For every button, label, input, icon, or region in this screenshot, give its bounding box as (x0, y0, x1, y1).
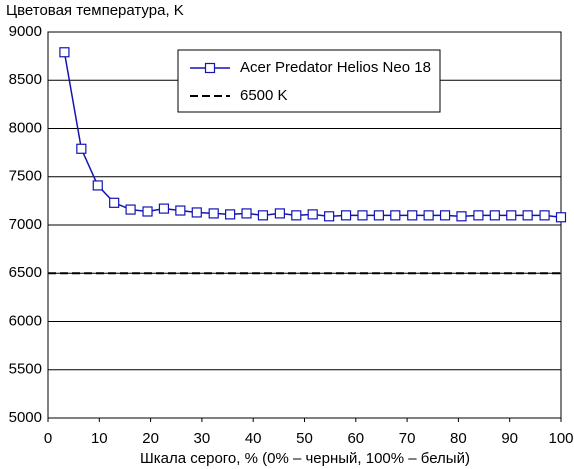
data-point (439, 210, 451, 221)
y-tick-label: 6000 (9, 312, 42, 329)
chart-title: Цветовая температура, K (6, 2, 184, 19)
data-point (407, 210, 418, 221)
legend-label: Acer Predator Helios Neo 18 (240, 59, 431, 76)
data-point (473, 210, 484, 221)
x-tick-label: 50 (296, 430, 313, 447)
data-point (158, 203, 170, 214)
data-point (555, 212, 567, 223)
data-point (390, 210, 401, 221)
x-tick-label: 90 (501, 430, 518, 447)
data-point (257, 210, 269, 221)
data-point (76, 143, 87, 154)
x-tick-label: 60 (347, 430, 364, 447)
x-tick-label: 30 (194, 430, 211, 447)
data-point (175, 205, 186, 216)
y-tick-label: 8000 (9, 119, 42, 136)
data-point (357, 210, 368, 221)
data-point (373, 210, 384, 221)
x-tick-label: 0 (44, 430, 52, 447)
data-point (191, 207, 202, 218)
data-point (92, 180, 103, 191)
data-point (142, 206, 153, 217)
data-point (506, 210, 517, 221)
legend-box (177, 49, 441, 113)
plot-border (47, 31, 562, 419)
x-tick-label: 10 (91, 430, 108, 447)
y-tick-label: 5000 (9, 409, 42, 426)
y-tick-label: 8500 (9, 71, 42, 88)
data-point (324, 211, 335, 222)
y-tick-label: 7000 (9, 216, 42, 233)
data-point (522, 210, 533, 221)
data-point (489, 210, 500, 221)
data-point (274, 208, 285, 219)
x-tick-label: 70 (399, 430, 416, 447)
x-axis-label: Шкала серого, % (0% – черный, 100% – бел… (140, 450, 470, 467)
y-tick-label: 5500 (9, 361, 42, 378)
data-point (456, 211, 467, 222)
data-point (340, 210, 352, 221)
data-point (423, 210, 434, 221)
x-tick-label: 20 (142, 430, 159, 447)
legend: Acer Predator Helios Neo 18 6500 K (177, 49, 441, 113)
legend-label: 6500 K (240, 87, 288, 104)
x-tick-label: 100 (548, 430, 573, 447)
data-point (291, 210, 302, 221)
data-point (109, 197, 120, 208)
data-point (307, 209, 318, 220)
data-point (59, 47, 70, 58)
data-point (208, 208, 219, 219)
x-tick-label: 40 (245, 430, 262, 447)
y-tick-label: 9000 (9, 23, 42, 40)
data-point (225, 209, 236, 220)
y-tick-label: 7500 (9, 168, 42, 185)
x-tick-label: 80 (450, 430, 467, 447)
data-point (539, 210, 550, 221)
data-point (125, 204, 136, 215)
y-tick-label: 6500 (9, 264, 42, 281)
legend-marker (204, 62, 216, 74)
data-point (241, 208, 252, 219)
